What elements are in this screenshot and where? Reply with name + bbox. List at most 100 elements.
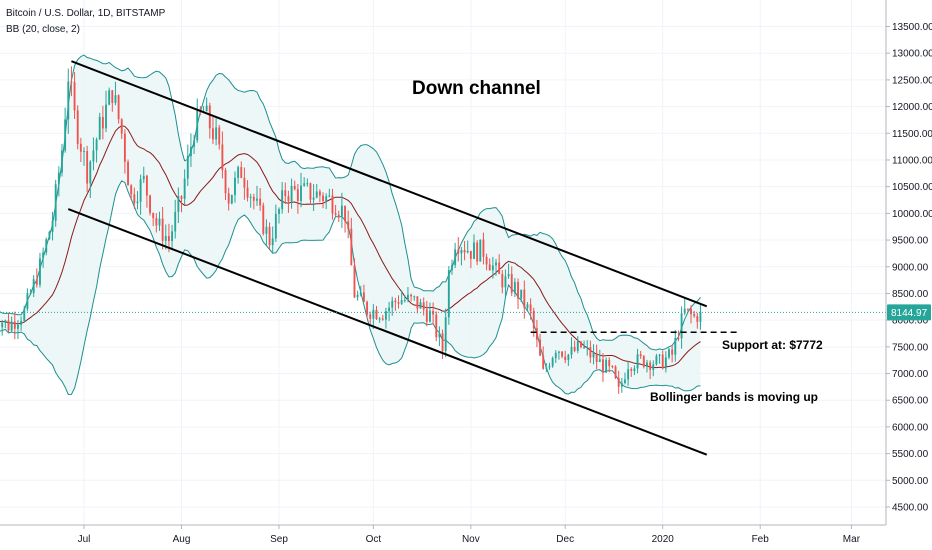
- candle-body: [318, 191, 321, 196]
- candle: [441, 329, 444, 359]
- candle: [400, 290, 403, 305]
- candle-body: [567, 354, 570, 361]
- candle: [114, 81, 117, 106]
- candle-body: [353, 265, 356, 298]
- candle-body: [677, 338, 680, 340]
- candle-body: [422, 302, 425, 310]
- bollinger-upper: [0, 54, 701, 351]
- candle-body: [218, 127, 221, 145]
- candle-body: [384, 311, 387, 320]
- candle: [664, 351, 667, 373]
- candle: [677, 330, 680, 342]
- candle: [535, 319, 538, 348]
- candle-body: [636, 354, 639, 369]
- y-tick-label: 13500.00: [892, 22, 932, 33]
- candle-body: [26, 293, 29, 309]
- y-tick-label: 11500.00: [892, 129, 932, 140]
- candle-body: [495, 262, 497, 266]
- candle-body: [227, 193, 230, 204]
- candle-body: [230, 194, 233, 204]
- candle-body: [309, 183, 312, 200]
- candle: [611, 365, 614, 369]
- candle: [473, 234, 475, 260]
- candle-body: [1, 322, 4, 328]
- candle-body: [20, 320, 23, 325]
- bollinger-bands: [0, 54, 701, 396]
- candle-body: [413, 296, 416, 298]
- candle: [561, 351, 564, 359]
- candle-body: [306, 183, 309, 185]
- candle-body: [4, 320, 7, 323]
- candle-body: [249, 196, 252, 198]
- candle: [674, 329, 677, 362]
- candle: [413, 295, 416, 301]
- candle-body: [61, 150, 63, 173]
- candle-body: [296, 189, 299, 201]
- candle: [344, 205, 346, 233]
- candle: [240, 161, 243, 179]
- candle-body: [208, 105, 211, 129]
- candle: [306, 178, 309, 187]
- x-tick-label: Jul: [78, 534, 91, 545]
- candle-body: [469, 250, 472, 259]
- candle-body: [488, 264, 491, 271]
- candle-body: [579, 341, 582, 348]
- candle: [636, 348, 639, 374]
- candle: [174, 199, 177, 239]
- candle-body: [432, 310, 435, 315]
- candle: [564, 350, 567, 364]
- candle-body: [174, 211, 177, 232]
- candle: [268, 222, 271, 250]
- candle-body: [337, 214, 340, 217]
- candle: [35, 268, 38, 288]
- candle: [463, 240, 466, 261]
- candle: [624, 372, 626, 385]
- candle-body: [652, 364, 655, 370]
- candle-body: [611, 366, 614, 368]
- y-tick-label: 10000.00: [892, 209, 932, 220]
- candle-body: [32, 279, 35, 294]
- candle-body: [444, 317, 447, 352]
- candle: [259, 187, 262, 211]
- candle: [485, 253, 488, 271]
- candle: [17, 320, 19, 340]
- candle-body: [680, 313, 683, 339]
- candle: [690, 305, 692, 324]
- candle-body: [133, 194, 136, 204]
- candle: [592, 344, 595, 365]
- x-tick-label: Sep: [270, 534, 288, 545]
- candle: [218, 124, 221, 150]
- candle: [171, 224, 174, 251]
- candle: [155, 213, 158, 233]
- candle: [318, 189, 321, 203]
- candle-body: [111, 90, 114, 103]
- candle: [42, 247, 45, 268]
- candle-body: [438, 333, 441, 338]
- candle-body: [557, 351, 560, 353]
- candle-body: [48, 231, 51, 240]
- candle: [576, 336, 579, 354]
- candle-body: [240, 167, 243, 178]
- candle-body: [526, 304, 529, 308]
- candle-body: [136, 201, 139, 204]
- candle: [73, 72, 76, 119]
- candle: [378, 316, 381, 323]
- candle-body: [155, 218, 158, 226]
- candle: [369, 311, 372, 325]
- x-tick-label: 2020: [652, 534, 675, 545]
- candle-body: [347, 221, 350, 229]
- candle-body: [274, 213, 277, 239]
- candle: [353, 258, 356, 299]
- candle: [10, 316, 13, 333]
- candle: [630, 367, 633, 377]
- candle: [243, 167, 246, 200]
- candle-body: [403, 299, 406, 301]
- candle-body: [624, 379, 626, 383]
- candle: [4, 319, 7, 329]
- candle: [696, 312, 699, 329]
- candle-body: [491, 265, 494, 271]
- candle: [274, 204, 277, 243]
- candle: [177, 187, 180, 224]
- candle-body: [180, 196, 183, 199]
